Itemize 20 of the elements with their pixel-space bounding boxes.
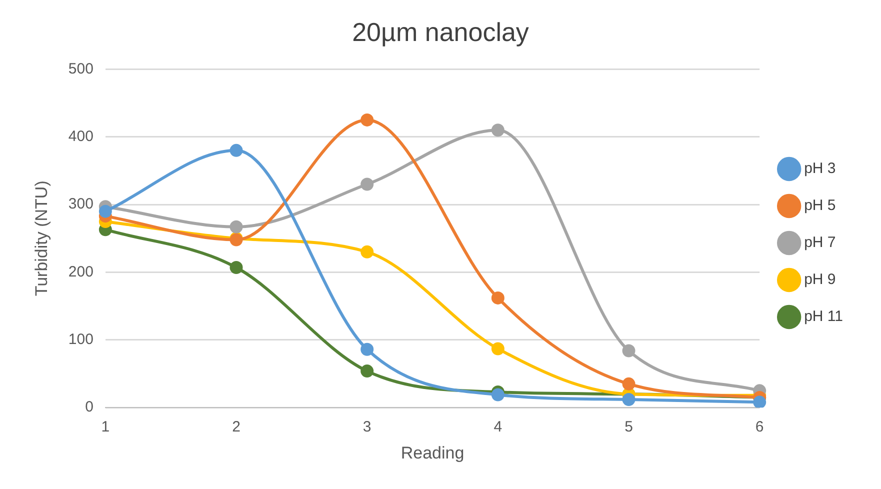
- x-tick-label: 3: [362, 418, 372, 436]
- x-tick-label: 5: [624, 418, 633, 436]
- legend-label: pH 3: [804, 160, 836, 178]
- chart-title: 20µm nanoclay: [352, 16, 529, 47]
- y-tick-label: 100: [68, 331, 94, 348]
- y-tick-label: 0: [85, 398, 94, 416]
- y-tick-label: 400: [68, 128, 94, 146]
- legend-label: pH 7: [804, 234, 836, 252]
- y-tick-label: 500: [68, 60, 94, 78]
- y-tick-label: 300: [68, 196, 94, 213]
- y-axis-title: Turbidity (NTU): [32, 180, 51, 296]
- legend-label: pH 11: [804, 308, 844, 326]
- x-tick-label: 1: [101, 418, 110, 436]
- legend-label: pH 9: [804, 271, 836, 288]
- x-tick-label: 2: [232, 418, 240, 436]
- x-tick-label: 4: [494, 418, 502, 436]
- y-tick-label: 200: [68, 263, 94, 280]
- x-tick-label: 6: [755, 418, 764, 436]
- legend-label: pH 5: [804, 197, 836, 214]
- x-axis-title: Reading: [400, 443, 464, 462]
